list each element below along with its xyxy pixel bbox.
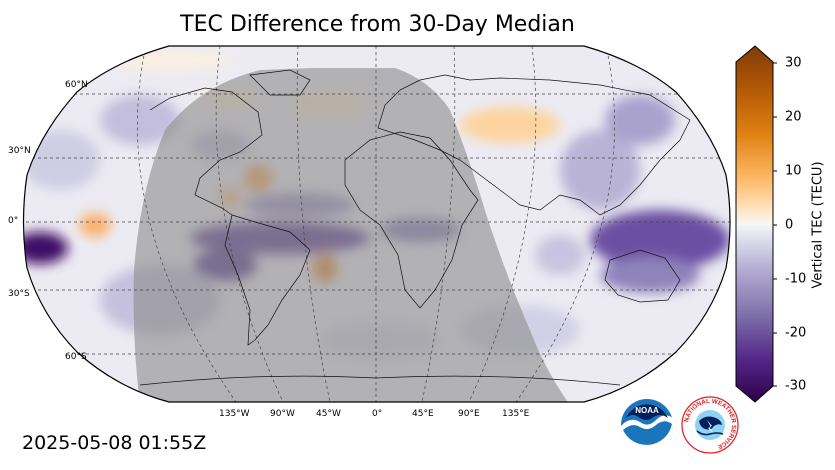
lat-label-equator: 0° [8,216,19,226]
colorbar-tick-neg30: -30 [785,378,807,394]
colorbar-tick-neg20: -20 [785,325,807,341]
lat-label-60s: 60°S [65,352,87,362]
colorbar-tick-10: 10 [785,163,802,179]
lon-label-135e: 135°E [502,409,530,419]
lon-label-45w: 45°W [316,409,341,419]
lat-label-30s: 30°S [8,289,30,299]
colorbar-tick-30: 30 [785,55,802,71]
lat-label-30n: 30°N [8,146,31,156]
timestamp: 2025-05-08 01:55Z [22,432,207,454]
colorbar [735,45,777,403]
nws-logo: NATIONAL WEATHER SERVICE [681,396,739,454]
lon-label-90w: 90°W [270,409,295,419]
map-boundary [22,45,731,403]
map-title: TEC Difference from 30-Day Median [180,12,575,37]
svg-text:NOAA: NOAA [635,406,659,415]
lon-label-90e: 90°E [458,409,480,419]
night-terminator-shading [133,68,570,402]
coastlines [139,69,691,386]
lon-label-135w: 135°W [219,409,250,419]
colorbar-label: Vertical TEC (TECU) [810,161,826,289]
colorbar-tick-20: 20 [785,109,802,125]
lon-label-0: 0° [372,409,383,419]
colorbar-tick-0: 0 [785,217,794,233]
noaa-logo: NOAA [621,399,674,452]
lat-label-60n: 60°N [65,80,88,90]
lon-label-45e: 45°E [412,409,434,419]
graticule [23,46,730,402]
colorbar-tick-neg10: -10 [785,271,807,287]
map-field [23,46,730,402]
